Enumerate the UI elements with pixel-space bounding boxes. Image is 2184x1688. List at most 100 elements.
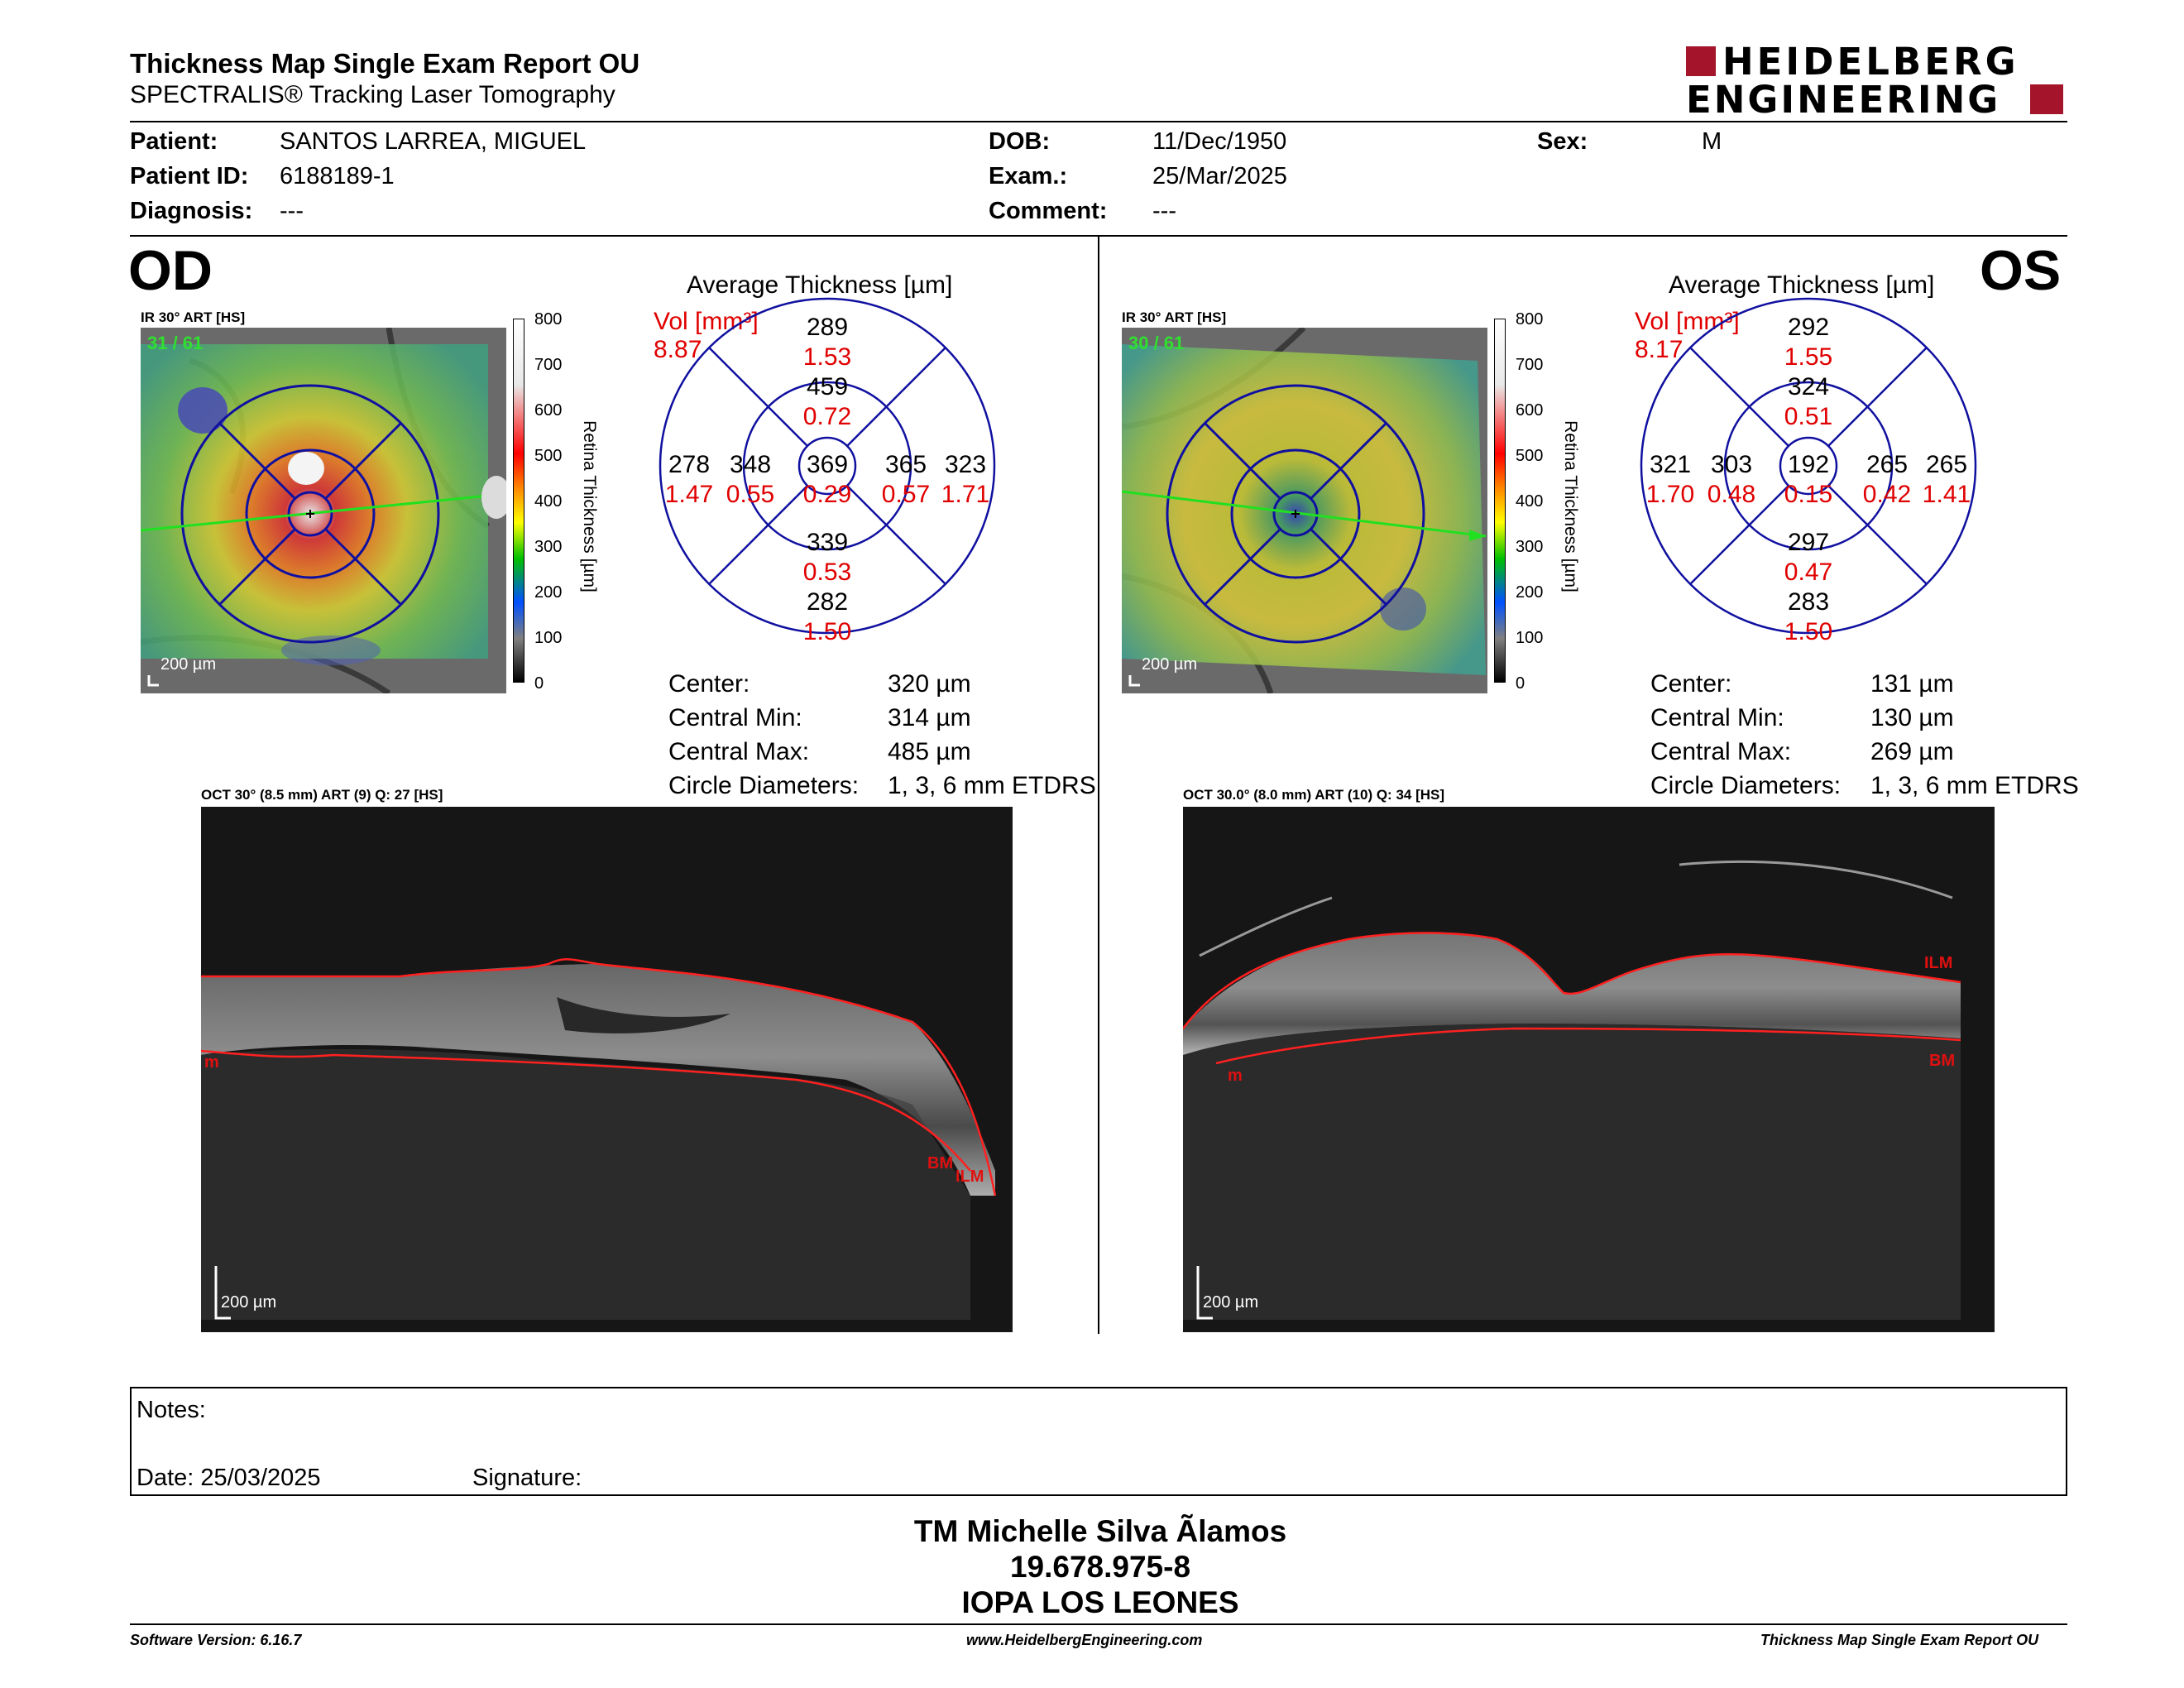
software-version: Software Version: 6.16.7 — [130, 1632, 302, 1648]
os-sector-thickness: 321 — [1649, 451, 1692, 478]
os-sector-inner-superior: 324 0.51 — [1767, 372, 1850, 432]
os-colorbar-ticks: 800 700 600 500 400 300 200 100 0 — [1512, 310, 1545, 693]
diagnosis-value: --- — [280, 198, 304, 224]
os-tick-800: 800 — [1516, 310, 1544, 328]
os-map-caption: IR 30° ART [HS] — [1122, 309, 1227, 325]
footer-rule — [130, 1623, 2067, 1625]
os-sector-thickness: 297 — [1787, 529, 1830, 556]
os-circle-diameters-value: 1, 3, 6 mm ETDRS — [1870, 772, 2079, 799]
notes-label: Notes: — [136, 1397, 206, 1423]
os-sector-inner-left: 303 0.48 — [1690, 450, 1773, 510]
od-tick-0: 0 — [534, 674, 544, 693]
os-central-max-value: 269 µm — [1870, 738, 1954, 765]
os-central-max-label: Central Max: — [1650, 738, 1792, 765]
os-sector-volume: 0.51 — [1784, 403, 1833, 430]
os-circle-diameters-label: Circle Diameters: — [1650, 772, 1842, 799]
dob-value: 11/Dec/1950 — [1152, 128, 1287, 155]
od-eye-label: OD — [128, 239, 213, 302]
comment-value: --- — [1152, 198, 1176, 224]
od-sector-volume: 1.53 — [802, 343, 852, 371]
heidelberg-logo: HEIDELBERG ENGINEERING — [1686, 40, 2067, 122]
os-sector-volume: 0.47 — [1784, 559, 1833, 586]
od-tick-800: 800 — [534, 310, 563, 328]
od-sector-volume: 0.57 — [881, 481, 931, 508]
info-rule — [130, 235, 2067, 237]
od-tick-100: 100 — [534, 629, 563, 647]
logo-word-engineering: ENGINEERING — [1686, 78, 2001, 122]
od-circle-diameters-value: 1, 3, 6 mm ETDRS — [888, 772, 1096, 799]
od-sector-thickness: 278 — [668, 451, 711, 478]
od-sector-inner-inferior: 339 0.53 — [786, 528, 869, 587]
exam-label: Exam.: — [989, 163, 1068, 189]
os-center-value: 131 µm — [1870, 670, 1954, 698]
od-sector-outer-left: 278 1.47 — [648, 450, 730, 510]
os-sector-thickness: 265 — [1925, 451, 1968, 478]
od-oct-scan: m BM ILM 200 µm — [201, 807, 1013, 1332]
signatory-org: IOPA LOS LEONES — [961, 1585, 1239, 1619]
od-thickness-map: 31 / 61 200 µm — [141, 328, 506, 693]
sex-value: M — [1702, 128, 1722, 155]
dob-label: DOB: — [989, 128, 1051, 155]
patient-id-label: Patient ID: — [130, 163, 249, 189]
od-sector-inner-superior: 459 0.72 — [786, 372, 869, 432]
os-colorbar-label: Retina Thickness [µm] — [1561, 420, 1580, 592]
od-sector-thickness: 369 — [806, 451, 849, 478]
os-sector-inner-right: 265 0.42 — [1846, 450, 1928, 510]
os-etdrs-grid — [1640, 297, 1977, 635]
os-center-label: Center: — [1650, 670, 1732, 698]
os-tick-400: 400 — [1516, 492, 1544, 511]
od-sector-center: 369 0.29 — [786, 450, 869, 510]
od-sector-thickness: 365 — [884, 451, 927, 478]
os-oct-scale: 200 µm — [1203, 1293, 1259, 1312]
os-sector-thickness: 265 — [1866, 451, 1909, 478]
od-colorbar-label: Retina Thickness [µm] — [580, 420, 599, 592]
os-sector-volume: 1.70 — [1645, 481, 1695, 508]
os-sector-volume: 0.15 — [1784, 481, 1833, 508]
od-etdrs-grid — [659, 297, 996, 635]
os-oct-label-ilm: ILM — [1924, 954, 1953, 972]
os-oct-scan: ILM m BM 200 µm — [1183, 807, 1995, 1332]
os-vol-label: Vol [mm³] — [1635, 308, 1740, 335]
od-sector-outer-right: 323 1.71 — [924, 450, 1007, 510]
os-tick-0: 0 — [1516, 674, 1525, 693]
od-tick-400: 400 — [534, 492, 563, 511]
od-circle-diameters-label: Circle Diameters: — [668, 772, 860, 799]
os-map-scale: 200 µm — [1142, 655, 1198, 674]
patient-id: 6188189-1 — [280, 163, 395, 189]
os-sector-outer-inferior: 283 1.50 — [1767, 587, 1850, 647]
od-oct-label-m: m — [204, 1053, 219, 1072]
os-oct-label-m: m — [1228, 1067, 1243, 1085]
os-sector-volume: 0.48 — [1707, 481, 1756, 508]
od-tick-600: 600 — [534, 401, 563, 420]
os-sector-center: 192 0.15 — [1767, 450, 1850, 510]
os-sector-thickness: 192 — [1787, 451, 1830, 478]
od-sector-outer-inferior: 282 1.50 — [786, 587, 869, 647]
od-tick-300: 300 — [534, 538, 563, 556]
os-sector-outer-superior: 292 1.55 — [1767, 313, 1850, 372]
od-oct-scale: 200 µm — [221, 1293, 277, 1312]
od-center-value: 320 µm — [888, 670, 971, 698]
os-sector-thickness: 324 — [1787, 373, 1830, 400]
diagnosis-label: Diagnosis: — [130, 198, 253, 224]
os-tick-300: 300 — [1516, 538, 1544, 556]
od-sector-volume: 0.55 — [726, 481, 775, 508]
os-tick-600: 600 — [1516, 401, 1544, 420]
od-central-min-value: 314 µm — [888, 704, 971, 731]
od-sector-volume: 0.29 — [802, 481, 852, 508]
od-vol-label: Vol [mm³] — [654, 308, 759, 335]
os-vol-value: 8.17 — [1635, 336, 1684, 363]
od-tick-500: 500 — [534, 447, 563, 465]
os-sector-thickness: 292 — [1787, 314, 1830, 341]
os-sector-outer-left: 321 1.70 — [1629, 450, 1712, 510]
od-sector-inner-right: 365 0.57 — [864, 450, 947, 510]
od-sector-thickness: 323 — [944, 451, 987, 478]
signature-label: Signature: — [472, 1465, 582, 1491]
od-colorbar — [513, 319, 524, 683]
os-oct-caption: OCT 30.0° (8.0 mm) ART (10) Q: 34 [HS] — [1183, 787, 1445, 803]
comment-label: Comment: — [989, 198, 1108, 224]
od-colorbar-ticks: 800 700 600 500 400 300 200 100 0 — [531, 310, 564, 693]
sex-label: Sex: — [1537, 128, 1588, 155]
os-oct-label-bm: BM — [1929, 1052, 1956, 1070]
od-avg-title: Average Thickness [µm] — [687, 271, 953, 299]
exam-date: 25/Mar/2025 — [1152, 163, 1287, 189]
